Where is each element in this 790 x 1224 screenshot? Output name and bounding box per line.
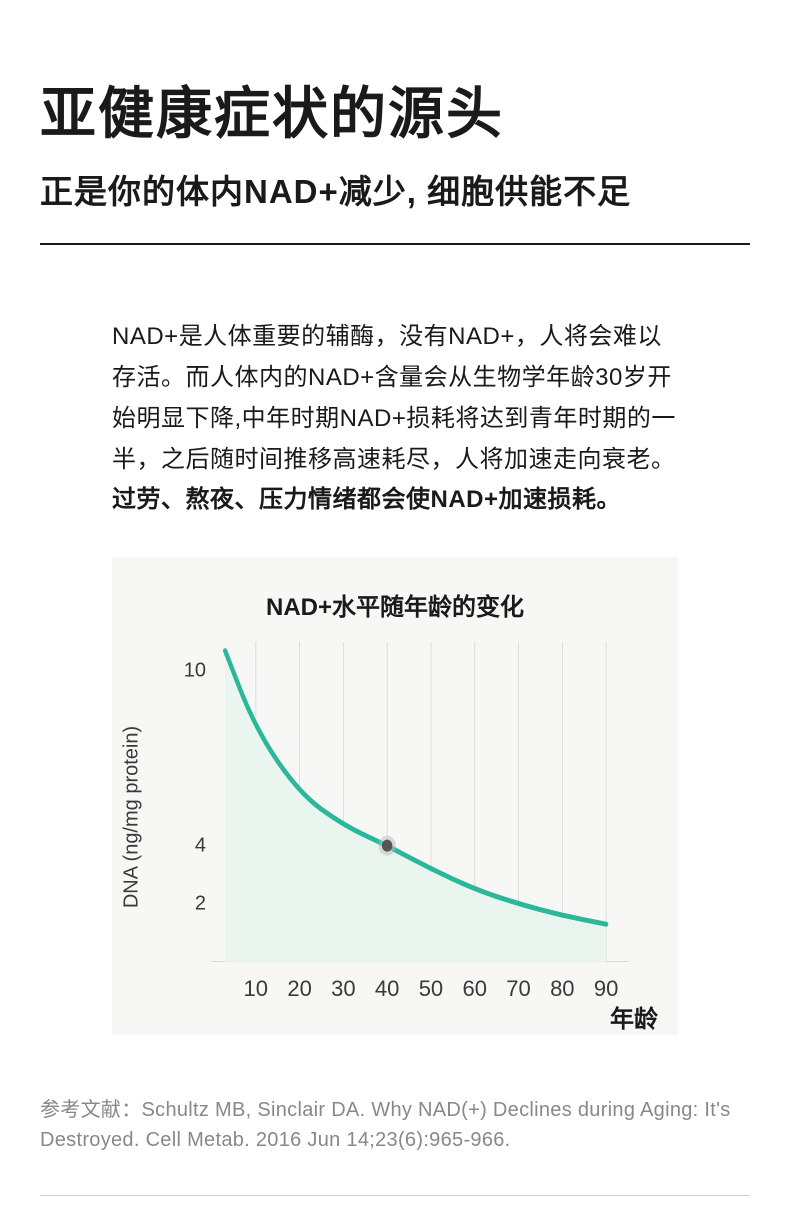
x-tick: 60 <box>462 976 486 1002</box>
body-text-bold: 过劳、熬夜、压力情绪都会使NAD+加速损耗。 <box>112 486 621 513</box>
y-tick: 10 <box>182 660 206 683</box>
y-tick: 2 <box>182 892 206 915</box>
reference-citation: Schultz MB, Sinclair DA. Why NAD(+) Decl… <box>40 1099 731 1151</box>
chart-title: NAD+水平随年龄的变化 <box>142 587 648 622</box>
reference-block: 参考文献：Schultz MB, Sinclair DA. Why NAD(+)… <box>40 1035 750 1155</box>
reference-label: 参考文献： <box>40 1099 142 1121</box>
sub-title: 正是你的体内NAD+减少, 细胞供能不足 <box>40 165 750 213</box>
x-tick: 10 <box>244 976 268 1002</box>
x-tick: 20 <box>287 976 311 1002</box>
x-axis-label: 年龄 <box>610 999 658 1034</box>
y-tick: 4 <box>182 834 206 857</box>
divider-bottom <box>40 1195 750 1196</box>
chart-inner: DNA (ng/mg protein) 2410 102030405060708… <box>142 632 648 1002</box>
x-tick: 40 <box>375 976 399 1002</box>
y-axis-label: DNA (ng/mg protein) <box>121 726 144 908</box>
x-tick: 50 <box>419 976 443 1002</box>
chart-svg <box>212 642 628 962</box>
main-title: 亚健康症状的源头 <box>40 0 750 147</box>
plot-area <box>212 642 628 962</box>
body-paragraph: NAD+是人体重要的辅酶，没有NAD+，人将会难以存活。而人体内的NAD+含量会… <box>112 317 678 521</box>
x-tick: 70 <box>506 976 530 1002</box>
x-tick: 80 <box>550 976 574 1002</box>
x-tick: 30 <box>331 976 355 1002</box>
nad-chart: NAD+水平随年龄的变化 DNA (ng/mg protein) 2 4 10 10… <box>112 557 678 1035</box>
body-text-plain: NAD+是人体重要的辅酶，没有NAD+，人将会难以存活。而人体内的NAD+含量会… <box>112 323 676 472</box>
reference-text: 参考文献：Schultz MB, Sinclair DA. Why NAD(+)… <box>40 1095 750 1155</box>
body-block: NAD+是人体重要的辅酶，没有NAD+，人将会难以存活。而人体内的NAD+含量会… <box>40 245 750 1035</box>
